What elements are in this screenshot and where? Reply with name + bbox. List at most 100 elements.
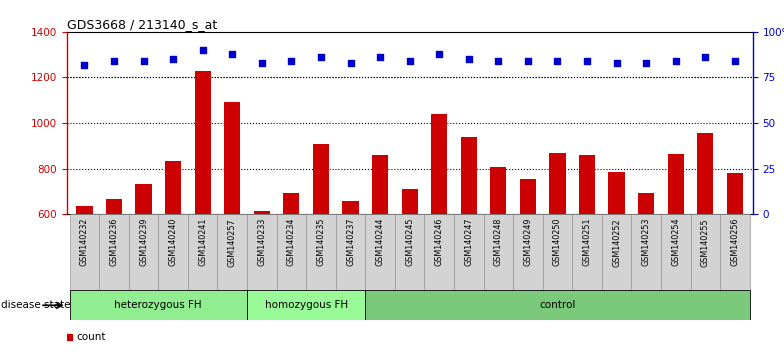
Point [285,58,298,64]
Point [640,60,652,66]
Text: control: control [539,300,575,310]
Bar [365,214,395,290]
Text: disease state: disease state [1,300,71,310]
Point [581,58,593,64]
Point [728,58,741,64]
Point [433,51,445,57]
Text: GSM140237: GSM140237 [346,218,355,267]
Bar [720,214,750,290]
Text: GSM140232: GSM140232 [80,218,89,267]
Text: GSM140239: GSM140239 [139,218,148,267]
Text: GSM140244: GSM140244 [376,218,385,266]
Point [167,56,180,62]
Text: GDS3668 / 213140_s_at: GDS3668 / 213140_s_at [67,18,217,31]
Text: count: count [76,332,106,342]
Bar [76,206,93,351]
Bar [372,155,388,351]
Text: GSM140251: GSM140251 [583,218,592,267]
Point [463,56,475,62]
Bar [343,201,358,351]
Bar [579,155,595,351]
Point [137,58,150,64]
Bar [395,214,424,290]
Point [611,60,623,66]
Bar [608,172,625,351]
Bar [313,144,329,351]
Bar [194,71,211,351]
Bar [520,179,536,351]
Point [374,55,387,60]
Point [314,55,327,60]
Point [551,58,564,64]
Bar [550,153,565,351]
Bar [661,214,691,290]
Point [344,60,357,66]
Bar [727,173,743,351]
Point [78,62,91,68]
Point [107,58,120,64]
Bar [401,189,418,351]
Text: GSM140250: GSM140250 [553,218,562,267]
Bar [668,154,684,351]
Bar [277,214,306,290]
Bar [224,102,241,351]
Bar [631,214,661,290]
Bar [424,214,454,290]
Text: GSM140234: GSM140234 [287,218,296,266]
Text: GSM140248: GSM140248 [494,218,503,266]
Bar [165,161,181,351]
Bar [247,290,365,320]
Bar [691,214,720,290]
Point [256,60,268,66]
Point [403,58,416,64]
Text: GSM140241: GSM140241 [198,218,207,266]
Bar [129,214,158,290]
Text: GSM140256: GSM140256 [731,218,739,267]
Bar [431,114,448,351]
Bar [336,214,365,290]
Bar [490,167,506,351]
Point [196,47,209,53]
Text: GSM140257: GSM140257 [227,218,237,267]
Point [521,58,534,64]
Bar [514,214,543,290]
Bar [70,290,247,320]
Bar [106,199,122,351]
Bar [254,211,270,351]
Text: GSM140235: GSM140235 [317,218,325,267]
Bar [572,214,602,290]
Bar [247,214,277,290]
Point [670,58,682,64]
Bar [306,214,336,290]
Text: GSM140245: GSM140245 [405,218,414,267]
Point [699,55,712,60]
Bar [136,184,151,351]
Bar [158,214,188,290]
Bar [461,137,477,351]
Point [492,58,505,64]
Text: homozygous FH: homozygous FH [264,300,348,310]
Text: heterozygous FH: heterozygous FH [114,300,202,310]
Bar [543,214,572,290]
Text: GSM140233: GSM140233 [257,218,267,266]
Text: GSM140253: GSM140253 [641,218,651,267]
Bar [454,214,484,290]
Text: GSM140240: GSM140240 [169,218,178,266]
Text: GSM140246: GSM140246 [434,218,444,266]
Text: GSM140249: GSM140249 [524,218,532,267]
Bar [638,193,655,351]
Bar [217,214,247,290]
Bar [188,214,217,290]
Bar [697,133,713,351]
Bar [484,214,514,290]
Text: GSM140247: GSM140247 [464,218,474,267]
Text: GSM140236: GSM140236 [110,218,118,266]
Bar [365,290,750,320]
Text: GSM140252: GSM140252 [612,218,621,267]
Point [226,51,238,57]
Text: GSM140255: GSM140255 [701,218,710,267]
Bar [283,193,299,351]
Bar [602,214,631,290]
Text: GSM140254: GSM140254 [671,218,681,267]
Bar [99,214,129,290]
